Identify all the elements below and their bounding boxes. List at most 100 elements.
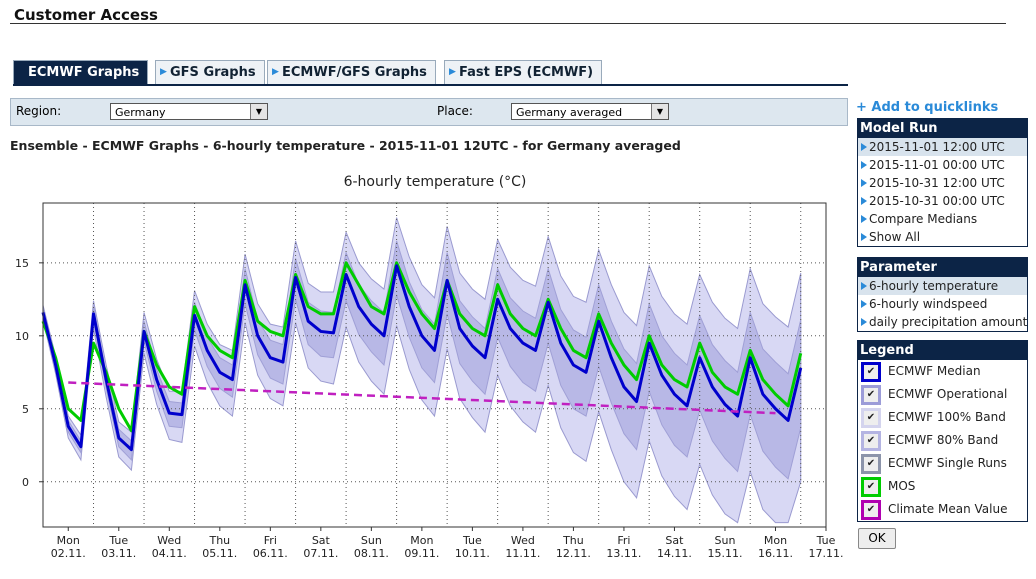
legend-item[interactable]: ✔ ECMWF Median (858, 360, 1027, 383)
series-line (41, 264, 803, 452)
plot-frame (42, 202, 827, 528)
x-tick-label: Tue (108, 534, 128, 547)
legend-label: ECMWF Median (888, 364, 981, 378)
legend-label: MOS (888, 479, 916, 493)
model-run-link[interactable]: Compare Medians (858, 210, 1027, 228)
band (42, 217, 802, 524)
x-tick-date: 03.11. (101, 547, 136, 560)
parameter-link[interactable]: 6-hourly temperature (858, 277, 1027, 295)
y-tick-label: 10 (15, 330, 29, 343)
model-run-link[interactable]: 2015-11-01 12:00 UTC (858, 138, 1027, 156)
legend-item[interactable]: ✔ MOS (858, 475, 1027, 498)
page-title: Customer Access (14, 6, 158, 24)
x-tick-label: Mon (57, 534, 80, 547)
legend-checkbox[interactable]: ✔ (861, 477, 881, 497)
x-tick-date: 10.11. (455, 547, 490, 560)
tab[interactable]: ▶ ECMWF/GFS Graphs (267, 60, 436, 84)
x-tick-date: 13.11. (606, 547, 641, 560)
x-tick-date: 16.11. (758, 547, 793, 560)
legend-item[interactable]: ✔ ECMWF 100% Band (858, 406, 1027, 429)
tab-label: ECMWF/GFS Graphs (282, 65, 427, 80)
legend-checkbox[interactable]: ✔ (861, 362, 881, 382)
x-tick-date: 15.11. (707, 547, 742, 560)
x-tick-label: Tue (462, 534, 482, 547)
model-run-link[interactable]: 2015-11-01 00:00 UTC (858, 156, 1027, 174)
x-tick-label: Sat (665, 534, 684, 547)
legend-label: ECMWF Single Runs (888, 456, 1007, 470)
x-tick-label: Mon (410, 534, 433, 547)
y-tick-label: 0 (22, 476, 29, 489)
x-tick-date: 06.11. (253, 547, 288, 560)
tab[interactable]: ▶ Fast EPS (ECMWF) (444, 60, 603, 84)
legend-label: Climate Mean Value (888, 502, 1008, 516)
legend-item[interactable]: ✔ ECMWF Single Runs (858, 452, 1027, 475)
box-title: Parameter (858, 258, 1027, 277)
x-tick-label: Tue (816, 534, 836, 547)
parameter-box: Parameter 6-hourly temperature 6-hourly wi… (857, 257, 1028, 332)
box-title: Legend (858, 341, 1027, 360)
ok-button[interactable]: OK (858, 528, 896, 549)
legend-label: ECMWF 80% Band (888, 433, 999, 447)
legend-checkbox[interactable]: ✔ (861, 385, 881, 405)
x-tick-label: Sun (361, 534, 382, 547)
x-tick-label: Fri (264, 534, 277, 547)
x-tick-label: Wed (157, 534, 181, 547)
x-tick-label: Wed (511, 534, 535, 547)
tab-label: GFS Graphs (170, 65, 256, 80)
quicklinks-label: Add to quicklinks (871, 100, 999, 115)
legend-box: Legend ✔ ECMWF Median ✔ ECMWF Operational ✔ EC… (857, 340, 1028, 522)
legend-item[interactable]: ✔ ECMWF 80% Band (858, 429, 1027, 452)
tab[interactable]: ▶ GFS Graphs (155, 60, 265, 84)
model-run-link[interactable]: 2015-10-31 12:00 UTC (858, 174, 1027, 192)
y-tick-label: 15 (15, 257, 29, 270)
select-value: Germany averaged (516, 106, 623, 119)
y-tick-label: 5 (22, 403, 29, 416)
x-tick-label: Mon (764, 534, 787, 547)
tab-rule (13, 84, 848, 86)
model-run-link[interactable]: 2015-10-31 00:00 UTC (858, 192, 1027, 210)
parameter-link[interactable]: daily precipitation amount (858, 313, 1027, 331)
x-tick-label: Sun (714, 534, 735, 547)
chart: 6-hourly temperature (°C) 051015Mon02.11… (15, 174, 844, 560)
x-tick-label: Thu (562, 534, 584, 547)
x-tick-date: 11.11. (505, 547, 540, 560)
place-label: Place: (437, 104, 473, 118)
region-label: Region: (16, 104, 62, 118)
parameter-link[interactable]: 6-hourly windspeed (858, 295, 1027, 313)
x-tick-label: Sat (312, 534, 331, 547)
place-select[interactable]: Germany averaged ▼ (511, 103, 669, 120)
header-rule (10, 23, 1006, 24)
legend-label: ECMWF Operational (888, 387, 1008, 401)
x-tick-date: 12.11. (556, 547, 591, 560)
tab-label: ECMWF Graphs (28, 65, 140, 80)
x-tick-date: 07.11. (303, 547, 338, 560)
chart-title: 6-hourly temperature (°C) (344, 174, 527, 190)
legend-label: ECMWF 100% Band (888, 410, 1006, 424)
box-title: Model Run (858, 119, 1027, 138)
legend-checkbox[interactable]: ✔ (861, 454, 881, 474)
series-line (41, 261, 803, 433)
region-select[interactable]: Germany ▼ (110, 103, 268, 120)
heading: Ensemble - ECMWF Graphs - 6-hourly tempe… (10, 138, 681, 153)
legend-checkbox[interactable]: ✔ (861, 408, 881, 428)
tab[interactable]: ECMWF Graphs (13, 60, 149, 84)
x-tick-date: 08.11. (354, 547, 389, 560)
x-tick-date: 02.11. (51, 547, 86, 560)
x-tick-date: 04.11. (152, 547, 187, 560)
tab-label: Fast EPS (ECMWF) (459, 65, 594, 80)
legend-checkbox[interactable]: ✔ (861, 431, 881, 451)
model-run-box: Model Run 2015-11-01 12:00 UTC 2015-11-01 … (857, 118, 1028, 247)
x-tick-label: Fri (617, 534, 630, 547)
legend-item[interactable]: ✔ Climate Mean Value (858, 498, 1027, 521)
legend-item[interactable]: ✔ ECMWF Operational (858, 383, 1027, 406)
x-tick-label: Thu (208, 534, 230, 547)
x-tick-date: 09.11. (404, 547, 439, 560)
series-line (68, 381, 776, 415)
select-value: Germany (115, 106, 166, 119)
legend-checkbox[interactable]: ✔ (861, 500, 881, 520)
x-tick-date: 05.11. (202, 547, 237, 560)
model-run-link[interactable]: Show All (858, 228, 1027, 246)
quicklinks[interactable]: + Add to quicklinks (856, 100, 999, 115)
x-tick-date: 17.11. (809, 547, 844, 560)
